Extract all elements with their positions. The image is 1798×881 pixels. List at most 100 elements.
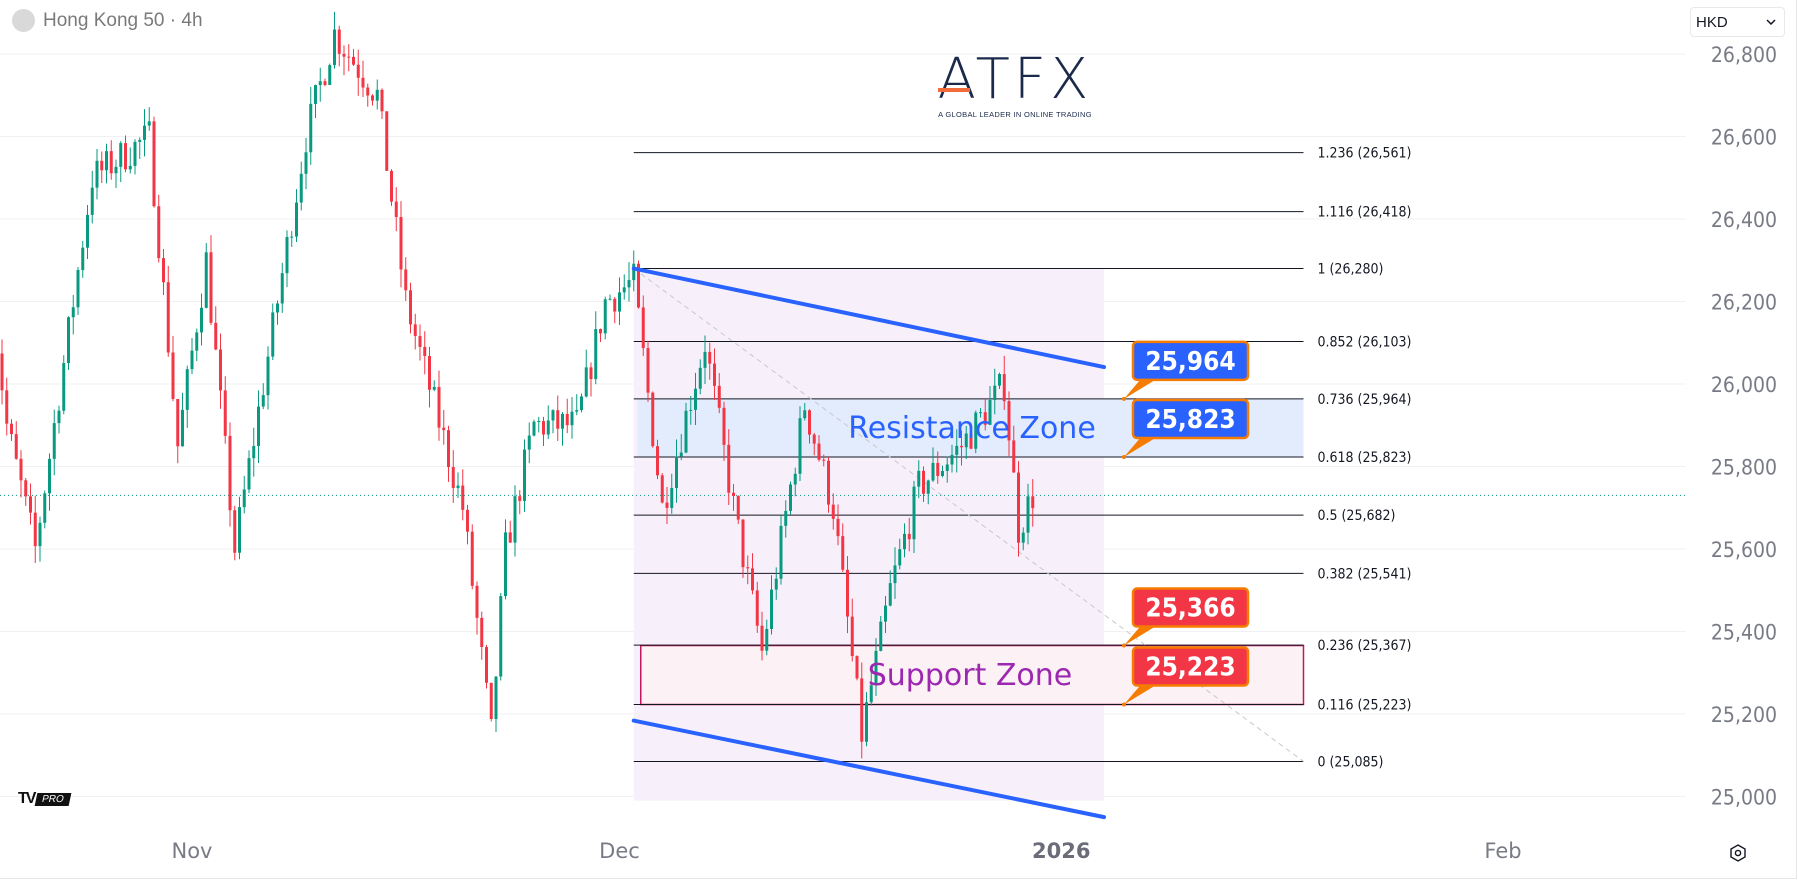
candle-up <box>964 433 968 448</box>
circle-icon <box>12 9 35 32</box>
channel-upper-line <box>631 266 1106 370</box>
candle-down <box>0 353 4 391</box>
candle-up <box>295 202 298 237</box>
candle-up <box>993 385 997 401</box>
candle-down <box>846 569 849 617</box>
candle-up <box>76 270 80 308</box>
shaded-range <box>633 268 1104 801</box>
candle-up <box>456 485 460 489</box>
candle-down <box>755 590 759 626</box>
candle-down <box>841 536 845 570</box>
candle-up <box>603 299 607 334</box>
symbol-title: Hong Kong 50 · 4h <box>43 9 203 31</box>
candle-up <box>513 496 517 543</box>
candle-up <box>998 374 1001 386</box>
candle-down <box>347 56 351 58</box>
fib-level-label: 1 (26,280) <box>1318 262 1384 278</box>
candle-down <box>442 427 446 431</box>
candle-down <box>428 355 431 390</box>
candle-up <box>86 214 89 248</box>
candle-down <box>470 531 474 586</box>
candle-up <box>874 650 878 686</box>
candle-down <box>176 398 180 447</box>
currency-label: HKD <box>1696 13 1728 31</box>
candle-up <box>575 410 579 412</box>
candle-up <box>584 367 588 397</box>
candle-up <box>689 409 693 411</box>
y-tick-label: 26,600 <box>1711 126 1777 150</box>
candle-up <box>865 702 868 742</box>
candle-up <box>314 85 317 104</box>
currency-select[interactable]: HKD <box>1690 7 1785 37</box>
candle-down <box>228 435 232 511</box>
fib-level-label: 0.852 (26,103) <box>1318 335 1412 351</box>
candle-down <box>827 460 830 505</box>
callout-anchor <box>1122 396 1126 401</box>
candle-down <box>461 485 465 510</box>
candle-down <box>233 510 237 553</box>
candle-down <box>960 445 963 448</box>
fib-level-label: 1.116 (26,418) <box>1318 205 1412 221</box>
candle-up <box>290 236 294 238</box>
callout-value: 25,223 <box>1145 653 1235 683</box>
candle-down <box>646 348 650 393</box>
candle-up <box>551 410 555 421</box>
candle-up <box>309 103 313 153</box>
candle-down <box>822 459 826 461</box>
candle-up <box>608 298 612 300</box>
candle-down <box>713 363 716 386</box>
candle-down <box>219 349 222 391</box>
candle-up <box>770 589 773 629</box>
candle-down <box>489 682 493 719</box>
candle-up <box>594 329 598 380</box>
callout-box <box>1131 587 1250 628</box>
candle-up <box>504 532 507 597</box>
candle-up <box>793 473 797 485</box>
candle-up <box>703 351 707 368</box>
candle-up <box>627 280 631 288</box>
candle-down <box>746 567 750 569</box>
candle-up <box>622 287 626 293</box>
candle-down <box>508 532 512 543</box>
candle-up <box>48 458 51 494</box>
candle-up <box>204 252 208 308</box>
candle-down <box>5 390 9 424</box>
candle-down <box>380 89 384 112</box>
candle-up <box>679 452 683 457</box>
candle-down <box>418 336 422 347</box>
candle-up <box>917 470 921 487</box>
candle-up <box>1026 496 1030 533</box>
candle-down <box>727 444 731 493</box>
candle-up <box>190 350 194 370</box>
candle-up <box>432 386 436 390</box>
fib-level-label: 0.5 (25,682) <box>1318 508 1396 524</box>
callout-anchor <box>1122 702 1126 707</box>
fib-level-label: 1.236 (26,561) <box>1318 146 1412 162</box>
candle-down <box>171 352 175 399</box>
candle-down <box>556 410 560 429</box>
candle-up <box>43 493 47 523</box>
y-tick-label: 25,600 <box>1711 538 1777 562</box>
settings-icon[interactable] <box>1728 843 1748 863</box>
callout-pointer <box>1124 684 1157 705</box>
callout-box <box>1131 398 1250 440</box>
candle-up <box>869 685 873 703</box>
candle-up <box>257 406 260 446</box>
candle-down <box>480 617 484 648</box>
candle-up <box>893 565 897 584</box>
candle-down <box>741 519 745 568</box>
candle-up <box>328 65 332 85</box>
candle-up <box>276 303 279 313</box>
y-tick-label: 26,200 <box>1711 291 1777 315</box>
candle-down <box>352 56 355 65</box>
candle-up <box>280 273 284 304</box>
tradingview-pro-logo[interactable]: TV PRO <box>18 790 72 808</box>
candle-up <box>561 413 564 429</box>
candle-up <box>318 81 322 86</box>
symbol-header[interactable]: Hong Kong 50 · 4h <box>12 9 203 32</box>
candle-down <box>855 656 859 679</box>
logo-tagline: A GLOBAL LEADER IN ONLINE TRADING <box>938 110 1092 119</box>
candle-up <box>90 187 94 215</box>
candle-up <box>903 533 906 550</box>
